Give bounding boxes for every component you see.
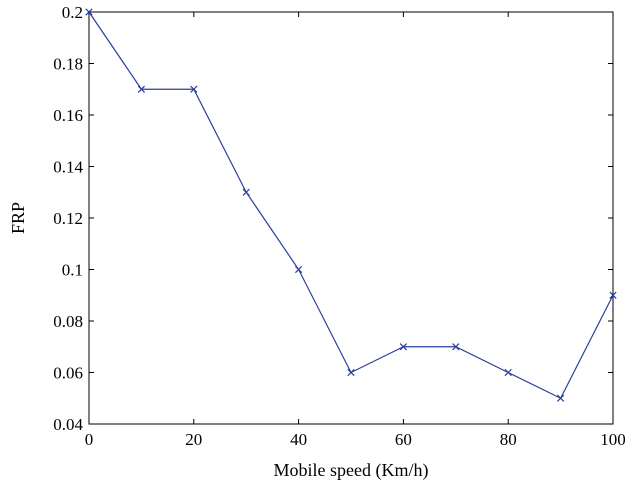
data-point-marker	[190, 85, 198, 93]
x-axis-label: Mobile speed (Km/h)	[274, 460, 429, 481]
data-point-marker	[504, 368, 512, 377]
data-point-marker	[609, 291, 617, 299]
y-tick-label: 0.2	[62, 3, 83, 22]
y-tick-label: 0.1	[62, 261, 83, 280]
plot-area	[88, 11, 614, 425]
x-tick-label: 20	[185, 430, 202, 449]
data-point-marker	[556, 394, 565, 402]
x-tick-label: 0	[85, 430, 94, 449]
y-tick-label: 0.18	[53, 55, 83, 74]
data-point-marker	[294, 265, 303, 274]
y-tick-label: 0.08	[53, 312, 83, 331]
y-tick-label: 0.04	[53, 415, 83, 434]
y-tick-label: 0.06	[53, 364, 83, 383]
data-point-marker	[242, 188, 250, 196]
y-tick-label: 0.16	[53, 106, 83, 125]
y-tick-label: 0.14	[53, 158, 83, 177]
data-point-marker	[137, 85, 146, 93]
x-tick-label: 80	[500, 430, 517, 449]
y-tick-labels: 0.04 0.06 0.08 0.1 0.12 0.14 0.16 0.18 0.2	[53, 3, 83, 434]
data-point-marker	[85, 8, 93, 16]
axis-ticks	[88, 11, 614, 425]
x-tick-labels: 0 20 40 60 80 100	[85, 430, 626, 449]
y-tick-label: 0.12	[53, 209, 83, 228]
data-point-marker	[347, 368, 355, 377]
x-tick-label: 60	[395, 430, 412, 449]
y-axis-label: FRP	[8, 202, 28, 234]
x-tick-label: 100	[600, 430, 626, 449]
data-point-marker	[452, 343, 460, 351]
data-point-marker	[399, 343, 408, 351]
x-tick-label: 40	[290, 430, 307, 449]
series-group	[85, 8, 617, 402]
